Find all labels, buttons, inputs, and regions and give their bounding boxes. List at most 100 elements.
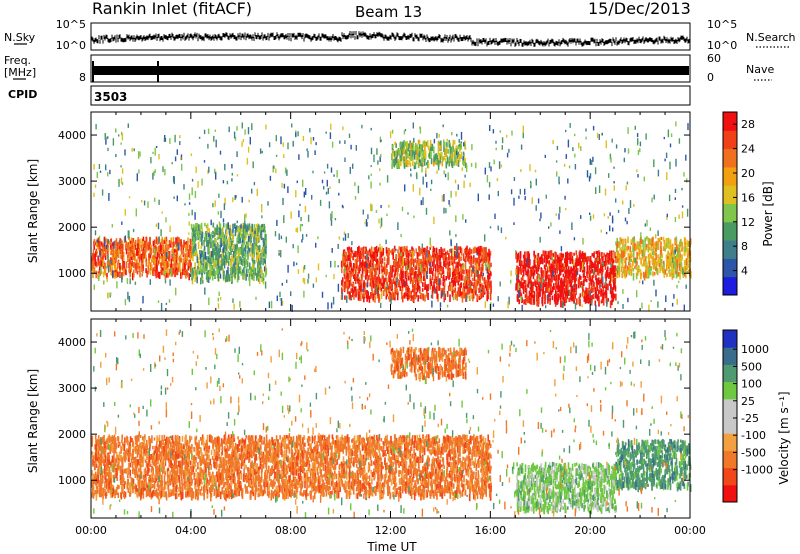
power-scatter-cell bbox=[239, 225, 241, 233]
power-scatter-cell bbox=[666, 273, 668, 278]
power-scatter-cell bbox=[211, 257, 213, 263]
power-scatter-cell bbox=[561, 278, 563, 285]
power-scatter-cell bbox=[478, 265, 481, 271]
power-scatter-cell bbox=[472, 294, 475, 299]
power-scatter-cell bbox=[387, 247, 390, 253]
power-scatter-cell bbox=[250, 241, 252, 247]
power-scatter-cell bbox=[539, 290, 541, 297]
power-scatter-cell bbox=[391, 279, 393, 286]
power-scatter-cell bbox=[662, 246, 665, 251]
power-scatter-cell bbox=[415, 274, 418, 281]
power-scatter-cell bbox=[265, 240, 267, 245]
power-scatter-cell bbox=[257, 250, 260, 259]
power-scatter-cell bbox=[161, 249, 164, 254]
power-scatter-cell bbox=[389, 291, 392, 295]
power-scatter-cell bbox=[363, 263, 366, 268]
power-scatter-cell bbox=[679, 239, 682, 245]
power-scatter-cell bbox=[546, 285, 549, 293]
power-scatter-cell bbox=[222, 238, 225, 244]
power-scatter-cell bbox=[232, 239, 234, 243]
power-scatter-cell bbox=[461, 274, 464, 281]
power-scatter-cell bbox=[402, 270, 404, 279]
power-scatter-cell bbox=[179, 261, 181, 270]
power-scatter-cell bbox=[443, 261, 445, 267]
power-scatter-cell bbox=[657, 237, 660, 246]
power-scatter-cell bbox=[437, 265, 439, 273]
power-scatter-cell bbox=[242, 241, 244, 249]
power-scatter-cell bbox=[460, 282, 462, 286]
power-scatter-cell bbox=[253, 270, 255, 278]
power-scatter-cell bbox=[463, 248, 466, 254]
power-scatter-cell bbox=[540, 254, 543, 260]
power-scatter-cell bbox=[659, 237, 661, 242]
power-scatter-cell bbox=[117, 246, 119, 254]
power-scatter-cell bbox=[627, 252, 629, 261]
power-scatter-cell bbox=[639, 268, 641, 273]
power-scatter-cell bbox=[189, 238, 192, 246]
power-scatter-cell bbox=[429, 283, 431, 290]
power-scatter-cell bbox=[573, 252, 575, 256]
power-scatter-cell bbox=[463, 291, 465, 298]
power-scatter-cell bbox=[96, 261, 98, 268]
power-scatter-cell bbox=[104, 248, 107, 256]
power-scatter-cell bbox=[161, 236, 163, 242]
power-scatter-cell bbox=[551, 277, 553, 283]
power-scatter-cell bbox=[350, 294, 353, 301]
power-scatter-cell bbox=[588, 256, 590, 262]
power-scatter-cell bbox=[580, 276, 582, 280]
power-scatter-cell bbox=[375, 270, 378, 276]
power-scatter-cell bbox=[126, 246, 129, 251]
power-scatter-cell bbox=[487, 291, 490, 295]
power-scatter-cell bbox=[366, 290, 369, 294]
power-scatter-cell bbox=[569, 279, 572, 284]
power-scatter-cell bbox=[431, 143, 434, 152]
power-scatter-cell bbox=[154, 246, 156, 250]
power-scatter-cell bbox=[622, 251, 624, 257]
power-scatter-cell bbox=[394, 281, 396, 286]
power-scatter-cell bbox=[594, 257, 597, 261]
power-scatter-cell bbox=[460, 256, 462, 261]
power-scatter-cell bbox=[403, 278, 405, 287]
power-scatter-cell bbox=[249, 253, 251, 257]
power-scatter-cell bbox=[391, 272, 393, 278]
power-scatter-cell bbox=[419, 286, 421, 294]
power-scatter-cell bbox=[231, 277, 233, 282]
power-scatter-cell bbox=[351, 287, 354, 292]
power-scatter-cell bbox=[183, 257, 185, 263]
power-scatter-cell bbox=[158, 260, 160, 264]
power-scatter-cell bbox=[470, 258, 472, 267]
power-scatter-cell bbox=[612, 279, 615, 284]
power-scatter-cell bbox=[151, 258, 153, 263]
power-scatter-cell bbox=[480, 271, 482, 277]
power-scatter-cell bbox=[439, 145, 442, 151]
power-scatter-cell bbox=[598, 289, 600, 294]
power-scatter-cell bbox=[196, 222, 199, 230]
power-scatter-cell bbox=[229, 276, 231, 282]
power-scatter-cell bbox=[136, 248, 139, 255]
power-scatter-cell bbox=[427, 284, 429, 292]
power-scatter-cell bbox=[399, 273, 401, 278]
power-scatter-cell bbox=[214, 270, 217, 278]
power-scatter-cell bbox=[407, 253, 410, 259]
power-scatter-cell bbox=[401, 254, 403, 260]
power-scatter-cell bbox=[650, 246, 652, 252]
power-scatter-cell bbox=[246, 243, 248, 249]
power-scatter-cell bbox=[657, 259, 659, 266]
power-scatter-cell bbox=[454, 287, 456, 292]
power-scatter-cell bbox=[652, 271, 654, 277]
power-scatter-cell bbox=[484, 291, 486, 295]
power-scatter-cell bbox=[411, 158, 414, 166]
power-scatter-cell bbox=[99, 266, 101, 271]
power-scatter-cell bbox=[624, 246, 627, 254]
power-scatter-cell bbox=[655, 267, 657, 271]
power-scatter-cell bbox=[385, 295, 388, 300]
power-scatter-cell bbox=[362, 257, 364, 262]
power-scatter-cell bbox=[257, 264, 259, 273]
power-scatter-cell bbox=[106, 261, 109, 268]
power-scatter-cell bbox=[212, 240, 215, 247]
power-scatter-cell bbox=[617, 257, 619, 264]
power-scatter-cell bbox=[133, 242, 136, 248]
power-scatter-cell bbox=[386, 281, 388, 287]
power-scatter-cell bbox=[575, 250, 578, 256]
power-scatter-cell bbox=[424, 270, 426, 278]
